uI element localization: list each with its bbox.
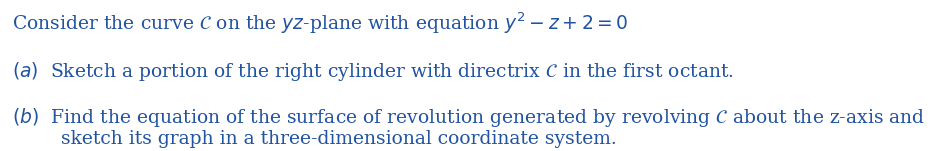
Text: Consider the curve $\mathcal{C}$ on the $yz$-plane with equation $y^2 - z + 2 = : Consider the curve $\mathcal{C}$ on the … <box>12 11 629 36</box>
Text: $(b)$  Find the equation of the surface of revolution generated by revolving $\m: $(b)$ Find the equation of the surface o… <box>12 106 926 129</box>
Text: sketch its graph in a three-dimensional coordinate system.: sketch its graph in a three-dimensional … <box>61 130 617 148</box>
Text: $(a)$  Sketch a portion of the right cylinder with directrix $\mathcal{C}$ in th: $(a)$ Sketch a portion of the right cyli… <box>12 60 734 83</box>
